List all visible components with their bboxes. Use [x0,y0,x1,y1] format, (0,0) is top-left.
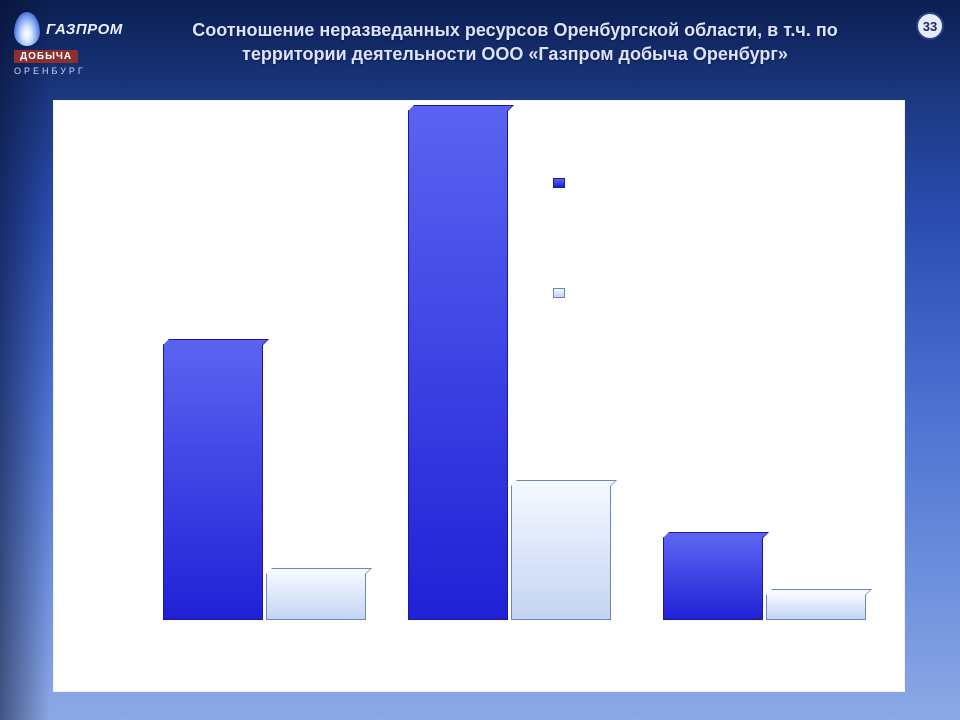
bar-cap [408,105,514,111]
bar-series_a [663,537,763,620]
bar-series_b [266,573,366,620]
bar-group [163,100,383,620]
bar-cap [663,532,769,538]
bar-cap [163,339,269,345]
flame-icon [14,12,40,46]
logo-sub2: ОРЕНБУРГ [14,66,130,76]
bar-series_b [766,594,866,620]
logo-sub1: ДОБЫЧА [14,50,78,63]
chart-plot [53,100,905,620]
bar-series_a [408,110,508,620]
slide: ГАЗПРОМ ДОБЫЧА ОРЕНБУРГ Соотношение нера… [0,0,960,720]
bar-group [408,100,628,620]
page-number: 33 [923,19,937,34]
left-accent-band [0,0,50,720]
bar-cap [766,589,872,595]
page-number-badge: 33 [916,12,944,40]
bar-cap [511,480,617,486]
legend-item [553,285,565,303]
legend-swatch-icon [553,178,565,188]
bar-series_b [511,485,611,620]
chart-area [53,100,905,692]
logo: ГАЗПРОМ ДОБЫЧА ОРЕНБУРГ [14,12,130,76]
bar-series_a [163,344,263,620]
legend-item [553,175,565,193]
bar-cap [266,568,372,574]
slide-title: Соотношение неразведанных ресурсов Оренб… [140,18,890,67]
legend-swatch-icon [553,288,565,298]
bar-group [663,100,883,620]
logo-brand: ГАЗПРОМ [46,21,123,38]
